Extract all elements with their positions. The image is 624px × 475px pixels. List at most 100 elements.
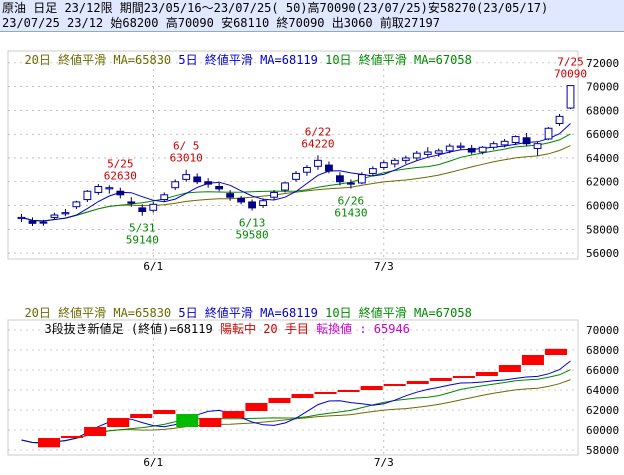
candle-body xyxy=(368,168,377,174)
y-tick-label: 56000 xyxy=(586,247,619,260)
candle-body xyxy=(445,145,454,152)
candle-body xyxy=(401,157,410,161)
candle-body xyxy=(390,159,399,165)
annotation-date: 5/25 xyxy=(107,158,134,171)
newprice-brick xyxy=(314,392,337,394)
y-tick-label: 58000 xyxy=(586,444,619,457)
y-tick-label: 66000 xyxy=(586,128,619,141)
ma20-line xyxy=(21,145,571,222)
candle-body xyxy=(28,220,37,224)
candle-body xyxy=(182,174,191,180)
candle-body xyxy=(281,182,289,191)
x-tick-label: 6/1 xyxy=(143,260,163,273)
candle-body xyxy=(336,175,344,183)
candle-body xyxy=(478,146,487,153)
candle-body xyxy=(500,140,509,146)
legend-ma20: 20日 終値平滑 MA=65830 xyxy=(24,306,172,320)
annotation-value: 61430 xyxy=(334,207,367,220)
candle-body xyxy=(325,164,333,172)
newprice-brick xyxy=(498,365,521,372)
candle-body xyxy=(423,151,432,155)
candle-body xyxy=(412,152,421,159)
y-tick-label: 66000 xyxy=(586,364,619,377)
info-newprice: 3段抜き新値足 (終値)=68119 xyxy=(44,322,213,336)
candle-body xyxy=(215,185,224,190)
newprice-brick xyxy=(245,403,268,411)
candle-body xyxy=(127,201,136,204)
candle-body xyxy=(61,212,70,215)
candle-body xyxy=(72,201,81,208)
newprice-brick xyxy=(360,386,383,390)
candle-body xyxy=(522,137,531,145)
y-tick-label: 68000 xyxy=(586,344,619,357)
candle-body xyxy=(566,85,575,109)
candle-body xyxy=(94,185,103,193)
candle-body xyxy=(193,176,202,183)
newprice-brick xyxy=(475,372,498,376)
legend-ma10: 10日 終値平滑 MA=67058 xyxy=(325,306,472,320)
y-tick-label: 64000 xyxy=(586,152,619,165)
annotation-date: 6/13 xyxy=(239,217,266,230)
candle-body xyxy=(149,203,158,211)
annotation-value: 64220 xyxy=(301,137,334,150)
candle-body xyxy=(116,190,125,196)
annotation-value: 59580 xyxy=(236,229,269,242)
candle-body xyxy=(138,207,147,212)
candle-body xyxy=(456,145,465,148)
newprice-brick xyxy=(61,436,84,438)
candle-body xyxy=(379,162,388,168)
y-tick-label: 60000 xyxy=(586,424,619,437)
y-tick-label: 64000 xyxy=(586,384,619,397)
annotation-value: 62630 xyxy=(104,170,137,183)
candle-body xyxy=(237,197,246,203)
newprice-brick xyxy=(291,394,314,398)
newprice-brick xyxy=(452,376,475,378)
annotation-date: 7/25 xyxy=(557,56,584,69)
chart-header-line2: 23/07/25 23/12 始68200 高70090 安68110 終700… xyxy=(0,15,624,32)
newprice-brick xyxy=(38,438,61,448)
candle-body xyxy=(511,136,520,144)
legend-ma10: 10日 終値平滑 MA=67058 xyxy=(325,53,472,67)
candle-body xyxy=(357,174,366,184)
candle-body xyxy=(467,147,476,153)
newprice-brick xyxy=(544,348,567,355)
bottom-legend: 20日 終値平滑 MA=65830 5日 終値平滑 MA=68119 10日 終… xyxy=(10,289,471,320)
annotation-value: 63010 xyxy=(170,152,203,165)
candle-body xyxy=(303,166,311,173)
candle-body xyxy=(489,143,498,148)
legend-ma20: 20日 終値平滑 MA=65830 xyxy=(24,53,172,67)
newprice-brick xyxy=(176,414,199,427)
legend-ma5: 5日 終値平滑 MA=68119 xyxy=(178,53,318,67)
bottom-panel-frame xyxy=(7,319,579,456)
annotation-date: 6/22 xyxy=(305,125,332,138)
info-reversal: 転換値 : 65946 xyxy=(316,322,410,336)
top-legend: 20日 終値平滑 MA=65830 5日 終値平滑 MA=68119 10日 終… xyxy=(10,36,471,67)
candle-body xyxy=(346,182,355,185)
info-count: 20 手目 xyxy=(263,322,309,336)
x-tick-label: 6/1 xyxy=(143,456,163,469)
annotation-date: 6/ 5 xyxy=(173,140,200,153)
annotation-value: 59140 xyxy=(126,234,159,247)
y-tick-label: 60000 xyxy=(586,200,619,213)
newprice-brick xyxy=(222,411,245,418)
candle-body xyxy=(39,221,48,224)
candle-body xyxy=(544,127,553,140)
newprice-brick xyxy=(199,418,222,427)
candle-body xyxy=(160,194,169,201)
y-tick-label: 58000 xyxy=(586,223,619,236)
x-tick-label: 7/3 xyxy=(374,260,394,273)
candle-body xyxy=(533,143,542,149)
candle-body xyxy=(248,201,256,209)
annotation-date: 5/31 xyxy=(129,222,156,235)
candle-body xyxy=(171,181,180,189)
candle-body xyxy=(204,181,213,185)
y-tick-label: 62000 xyxy=(586,176,619,189)
candle-body xyxy=(17,216,26,220)
y-tick-label: 70000 xyxy=(586,324,619,337)
newprice-brick xyxy=(107,418,130,427)
newprice-brick xyxy=(429,378,452,381)
annotation-date: 6/26 xyxy=(338,195,365,208)
candle-body xyxy=(555,115,564,125)
candle-body xyxy=(259,200,267,207)
